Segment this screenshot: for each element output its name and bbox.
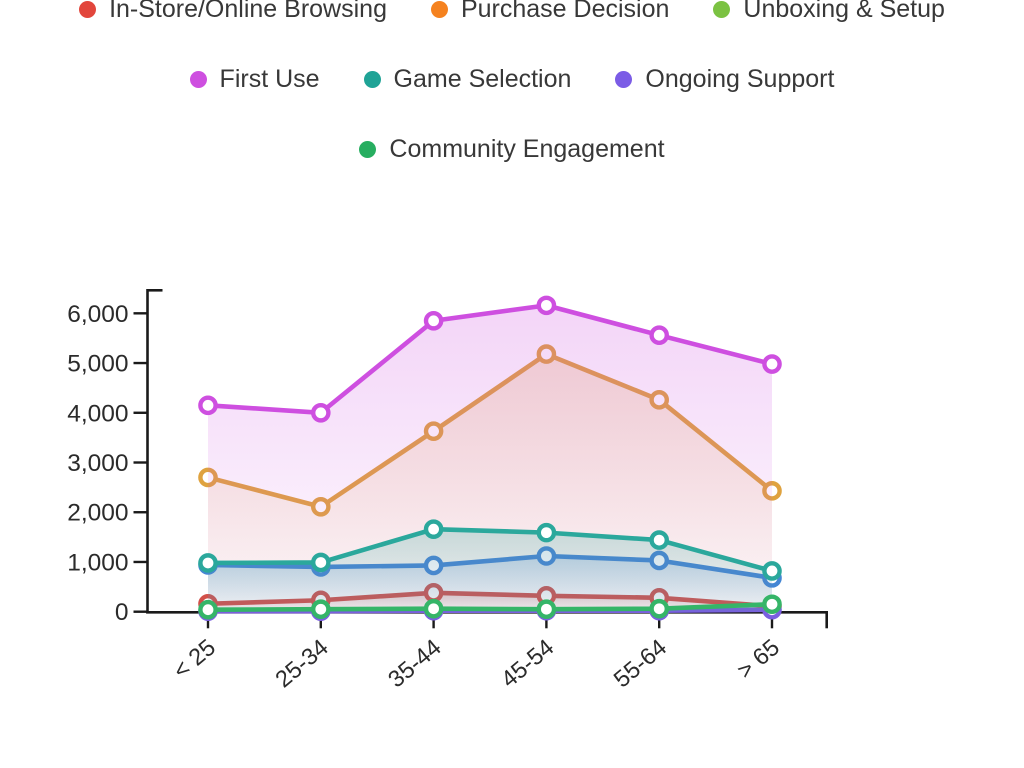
x-tick-label: 55-64 [609, 634, 672, 693]
legend-item-unboxing-setup[interactable]: Unboxing & Setup [713, 0, 945, 27]
series-line [205, 601, 775, 613]
y-tick-label: 1,000 [67, 549, 128, 576]
x-tick-label: 25-34 [270, 634, 333, 693]
legend-item-in-store-online-browsing[interactable]: In-Store/Online Browsing [79, 0, 387, 27]
data-point[interactable] [649, 325, 670, 346]
data-point[interactable] [762, 594, 782, 615]
legend-item-label: Unboxing & Setup [743, 0, 945, 23]
data-point[interactable] [536, 522, 557, 543]
legend-dot-icon [359, 140, 377, 158]
data-point[interactable] [310, 552, 331, 573]
data-point[interactable] [423, 598, 444, 619]
legend-dot-icon [430, 0, 448, 18]
legend-item-label: Game Selection [393, 65, 572, 93]
legend-item-label: First Use [219, 65, 320, 93]
series-area [208, 305, 772, 612]
data-point[interactable] [649, 598, 670, 619]
legend-item-ongoing-support[interactable]: Ongoing Support [615, 61, 834, 97]
x-tick-label: 45-54 [496, 634, 559, 693]
series-line [205, 526, 775, 574]
legend-item-label: Purchase Decision [460, 0, 670, 23]
data-point[interactable] [536, 599, 557, 620]
legend-item-community-engagement[interactable]: Community Engagement [359, 131, 665, 167]
legend-dot-icon [363, 70, 381, 88]
y-tick-label: 2,000 [67, 500, 128, 527]
data-point[interactable] [423, 519, 444, 539]
legend-item-first-use[interactable]: First Use [189, 61, 320, 97]
data-point[interactable] [649, 530, 670, 550]
x-tick-label: < 25 [168, 634, 220, 684]
x-tick-label: > 65 [732, 634, 784, 684]
x-tick-label: 35-44 [383, 634, 446, 693]
y-tick-label: 4,000 [67, 400, 128, 427]
data-point[interactable] [762, 354, 782, 374]
data-point[interactable] [198, 553, 218, 573]
data-point[interactable] [310, 402, 331, 423]
series-community-engagement [198, 594, 782, 620]
chart-legend: In-Store/Online Browsing Purchase Decisio… [0, 0, 1024, 201]
legend-item-purchase-decision[interactable]: Purchase Decision [430, 0, 670, 27]
legend-row-2: First Use Game Selection Ongoing Support [189, 61, 834, 97]
series-area [208, 529, 772, 612]
data-point[interactable] [762, 561, 782, 581]
series-game-selection [198, 519, 782, 612]
legend-row-3: Community Engagement [359, 131, 665, 167]
legend-dot-icon [79, 0, 97, 18]
series-first-use [198, 295, 782, 612]
data-point[interactable] [536, 295, 557, 316]
legend-row-1: In-Store/Online Browsing Purchase Decisio… [79, 0, 945, 27]
legend-dot-icon [189, 70, 207, 88]
data-point[interactable] [198, 599, 218, 620]
y-tick-label: 6,000 [67, 301, 128, 328]
data-point[interactable] [198, 395, 218, 416]
legend-dot-icon [615, 70, 633, 88]
data-point[interactable] [310, 599, 331, 620]
legend-item-label: Ongoing Support [645, 65, 835, 93]
data-point[interactable] [423, 310, 444, 331]
series-line [205, 303, 775, 416]
y-tick-label: 5,000 [67, 351, 128, 378]
legend-dot-icon [713, 0, 731, 18]
legend-item-label: Community Engagement [389, 135, 665, 163]
legend-item-game-selection[interactable]: Game Selection [363, 61, 572, 97]
y-tick-label: 3,000 [67, 450, 128, 477]
y-tick-label: 0 [115, 599, 129, 626]
legend-item-label: In-Store/Online Browsing [109, 0, 387, 23]
